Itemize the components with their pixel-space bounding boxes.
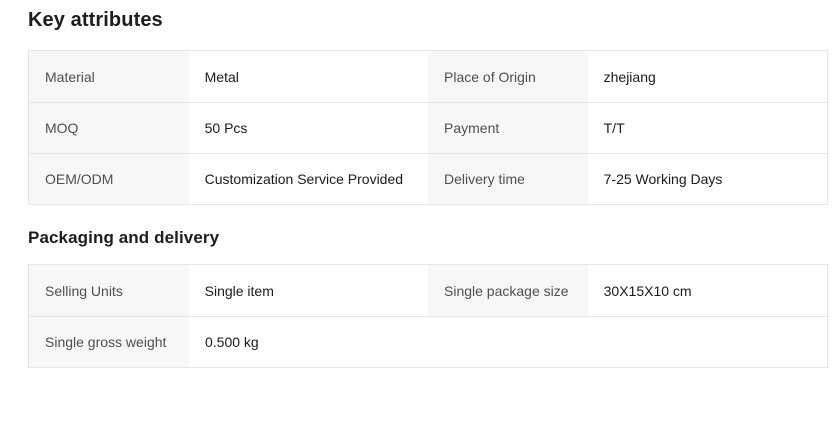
table-row: Material Metal Place of Origin zhejiang (29, 51, 827, 102)
attribute-label-material: Material (29, 51, 189, 102)
table-row: MOQ 50 Pcs Payment T/T (29, 102, 827, 153)
attribute-label-moq: MOQ (29, 103, 189, 153)
attribute-value-material: Metal (188, 51, 428, 102)
key-attributes-heading: Key attributes (28, 9, 163, 31)
attribute-label-place-of-origin: Place of Origin (428, 51, 588, 102)
packaging-delivery-table: Selling Units Single item Single package… (28, 264, 828, 368)
attribute-value-payment: T/T (587, 103, 827, 153)
attribute-label-selling-units: Selling Units (29, 265, 189, 316)
attribute-value-delivery-time: 7-25 Working Days (587, 154, 827, 204)
table-row: Single gross weight 0.500 kg (29, 316, 827, 367)
attribute-value-oem-odm: Customization Service Provided (188, 154, 428, 204)
attribute-label-delivery-time: Delivery time (428, 154, 588, 204)
attribute-value-selling-units: Single item (188, 265, 428, 316)
table-row: Selling Units Single item Single package… (29, 265, 827, 316)
attribute-value-single-package-size: 30X15X10 cm (587, 265, 827, 316)
attribute-label-single-package-size: Single package size (428, 265, 588, 316)
attribute-value-moq: 50 Pcs (188, 103, 428, 153)
attribute-value-single-gross-weight: 0.500 kg (189, 317, 429, 367)
packaging-delivery-heading: Packaging and delivery (28, 228, 220, 247)
attribute-value-place-of-origin: zhejiang (587, 51, 827, 102)
key-attributes-table: Material Metal Place of Origin zhejiang … (28, 50, 828, 205)
attribute-label-oem-odm: OEM/ODM (29, 154, 189, 204)
attribute-label-single-gross-weight: Single gross weight (29, 317, 189, 367)
empty-cell (429, 317, 827, 367)
table-row: OEM/ODM Customization Service Provided D… (29, 153, 827, 204)
attribute-label-payment: Payment (428, 103, 588, 153)
